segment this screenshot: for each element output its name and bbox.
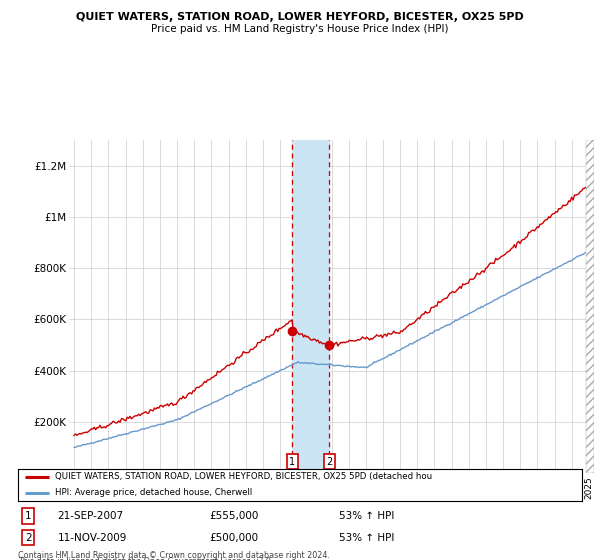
- Text: Contains HM Land Registry data © Crown copyright and database right 2024.: Contains HM Land Registry data © Crown c…: [18, 551, 330, 560]
- Bar: [292, 140, 329, 473]
- Text: HPI: Average price, detached house, Cherwell: HPI: Average price, detached house, Cher…: [55, 488, 252, 497]
- Text: This data is licensed under the Open Government Licence v3.0.: This data is licensed under the Open Gov…: [18, 557, 274, 560]
- Text: Price paid vs. HM Land Registry's House Price Index (HPI): Price paid vs. HM Land Registry's House …: [151, 24, 449, 34]
- Text: 53% ↑ HPI: 53% ↑ HPI: [340, 533, 395, 543]
- Text: 11-NOV-2009: 11-NOV-2009: [58, 533, 127, 543]
- Text: 53% ↑ HPI: 53% ↑ HPI: [340, 511, 395, 521]
- Text: 1: 1: [289, 457, 295, 467]
- Text: 21-SEP-2007: 21-SEP-2007: [58, 511, 124, 521]
- Text: QUIET WATERS, STATION ROAD, LOWER HEYFORD, BICESTER, OX25 5PD: QUIET WATERS, STATION ROAD, LOWER HEYFOR…: [76, 12, 524, 22]
- Text: 2: 2: [326, 457, 332, 467]
- Text: QUIET WATERS, STATION ROAD, LOWER HEYFORD, BICESTER, OX25 5PD (detached hou: QUIET WATERS, STATION ROAD, LOWER HEYFOR…: [55, 472, 432, 481]
- Text: £500,000: £500,000: [210, 533, 259, 543]
- Text: 1: 1: [25, 511, 31, 521]
- Text: £555,000: £555,000: [210, 511, 259, 521]
- Text: 2: 2: [25, 533, 31, 543]
